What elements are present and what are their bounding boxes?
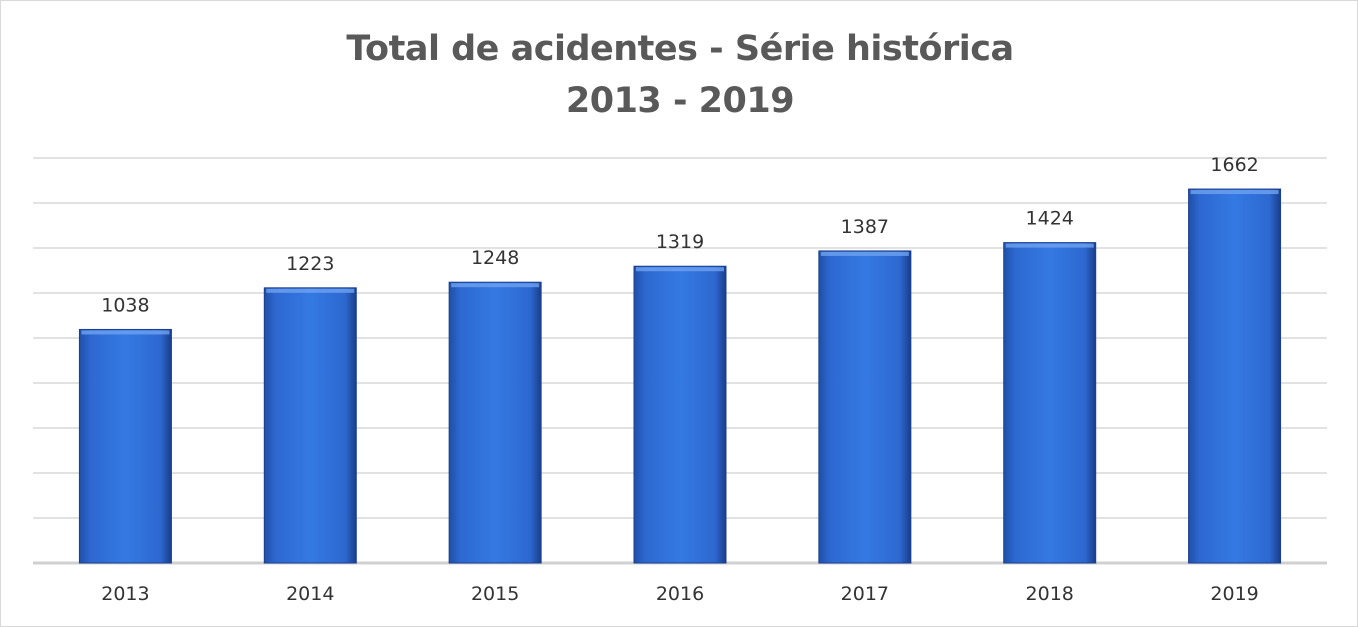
value-label: 1248 bbox=[471, 247, 519, 269]
x-tick-label: 2018 bbox=[1026, 583, 1074, 605]
x-tick-label: 2015 bbox=[471, 583, 519, 605]
value-label: 1223 bbox=[286, 253, 334, 275]
bar-2015 bbox=[448, 281, 542, 564]
x-tick-label: 2014 bbox=[286, 583, 334, 605]
x-tick-labels: 2013 2014 2015 2016 2017 2018 2019 bbox=[101, 583, 1259, 605]
bar-highlight bbox=[636, 267, 724, 272]
bar-rect bbox=[448, 281, 542, 564]
bar-rect bbox=[78, 328, 172, 564]
bar-highlight bbox=[1005, 243, 1094, 248]
bar-highlight bbox=[266, 288, 355, 293]
bar-2014 bbox=[263, 287, 357, 564]
chart-title: Total de acidentes - Série histórica bbox=[346, 29, 1014, 69]
value-label: 1038 bbox=[101, 294, 149, 316]
value-label: 1387 bbox=[841, 216, 889, 238]
value-label: 1424 bbox=[1026, 208, 1074, 230]
bar-2016 bbox=[633, 265, 727, 564]
x-tick-label: 2016 bbox=[656, 583, 704, 605]
chart-subtitle: 2013 - 2019 bbox=[565, 81, 795, 121]
value-label: 1319 bbox=[656, 231, 704, 253]
bar-highlight bbox=[820, 251, 909, 256]
bar-highlight bbox=[451, 283, 540, 288]
value-label: 1662 bbox=[1210, 154, 1258, 176]
bars bbox=[78, 188, 1282, 564]
bar-2013 bbox=[78, 328, 172, 564]
bar-rect bbox=[263, 287, 357, 564]
bar-2018 bbox=[1003, 242, 1097, 564]
bar-rect bbox=[818, 250, 912, 564]
bar-rect bbox=[1188, 188, 1282, 564]
bar-highlight bbox=[81, 330, 170, 335]
bar-2017 bbox=[818, 250, 912, 564]
bar-rect bbox=[1003, 242, 1097, 564]
bar-rect bbox=[633, 265, 727, 564]
bar-highlight bbox=[1190, 190, 1279, 195]
x-tick-label: 2019 bbox=[1210, 583, 1258, 605]
x-tick-label: 2017 bbox=[841, 583, 889, 605]
bar-2019 bbox=[1188, 188, 1282, 564]
value-labels: 1038 1223 1248 1319 1387 1424 1662 bbox=[101, 154, 1259, 316]
x-tick-label: 2013 bbox=[101, 583, 149, 605]
